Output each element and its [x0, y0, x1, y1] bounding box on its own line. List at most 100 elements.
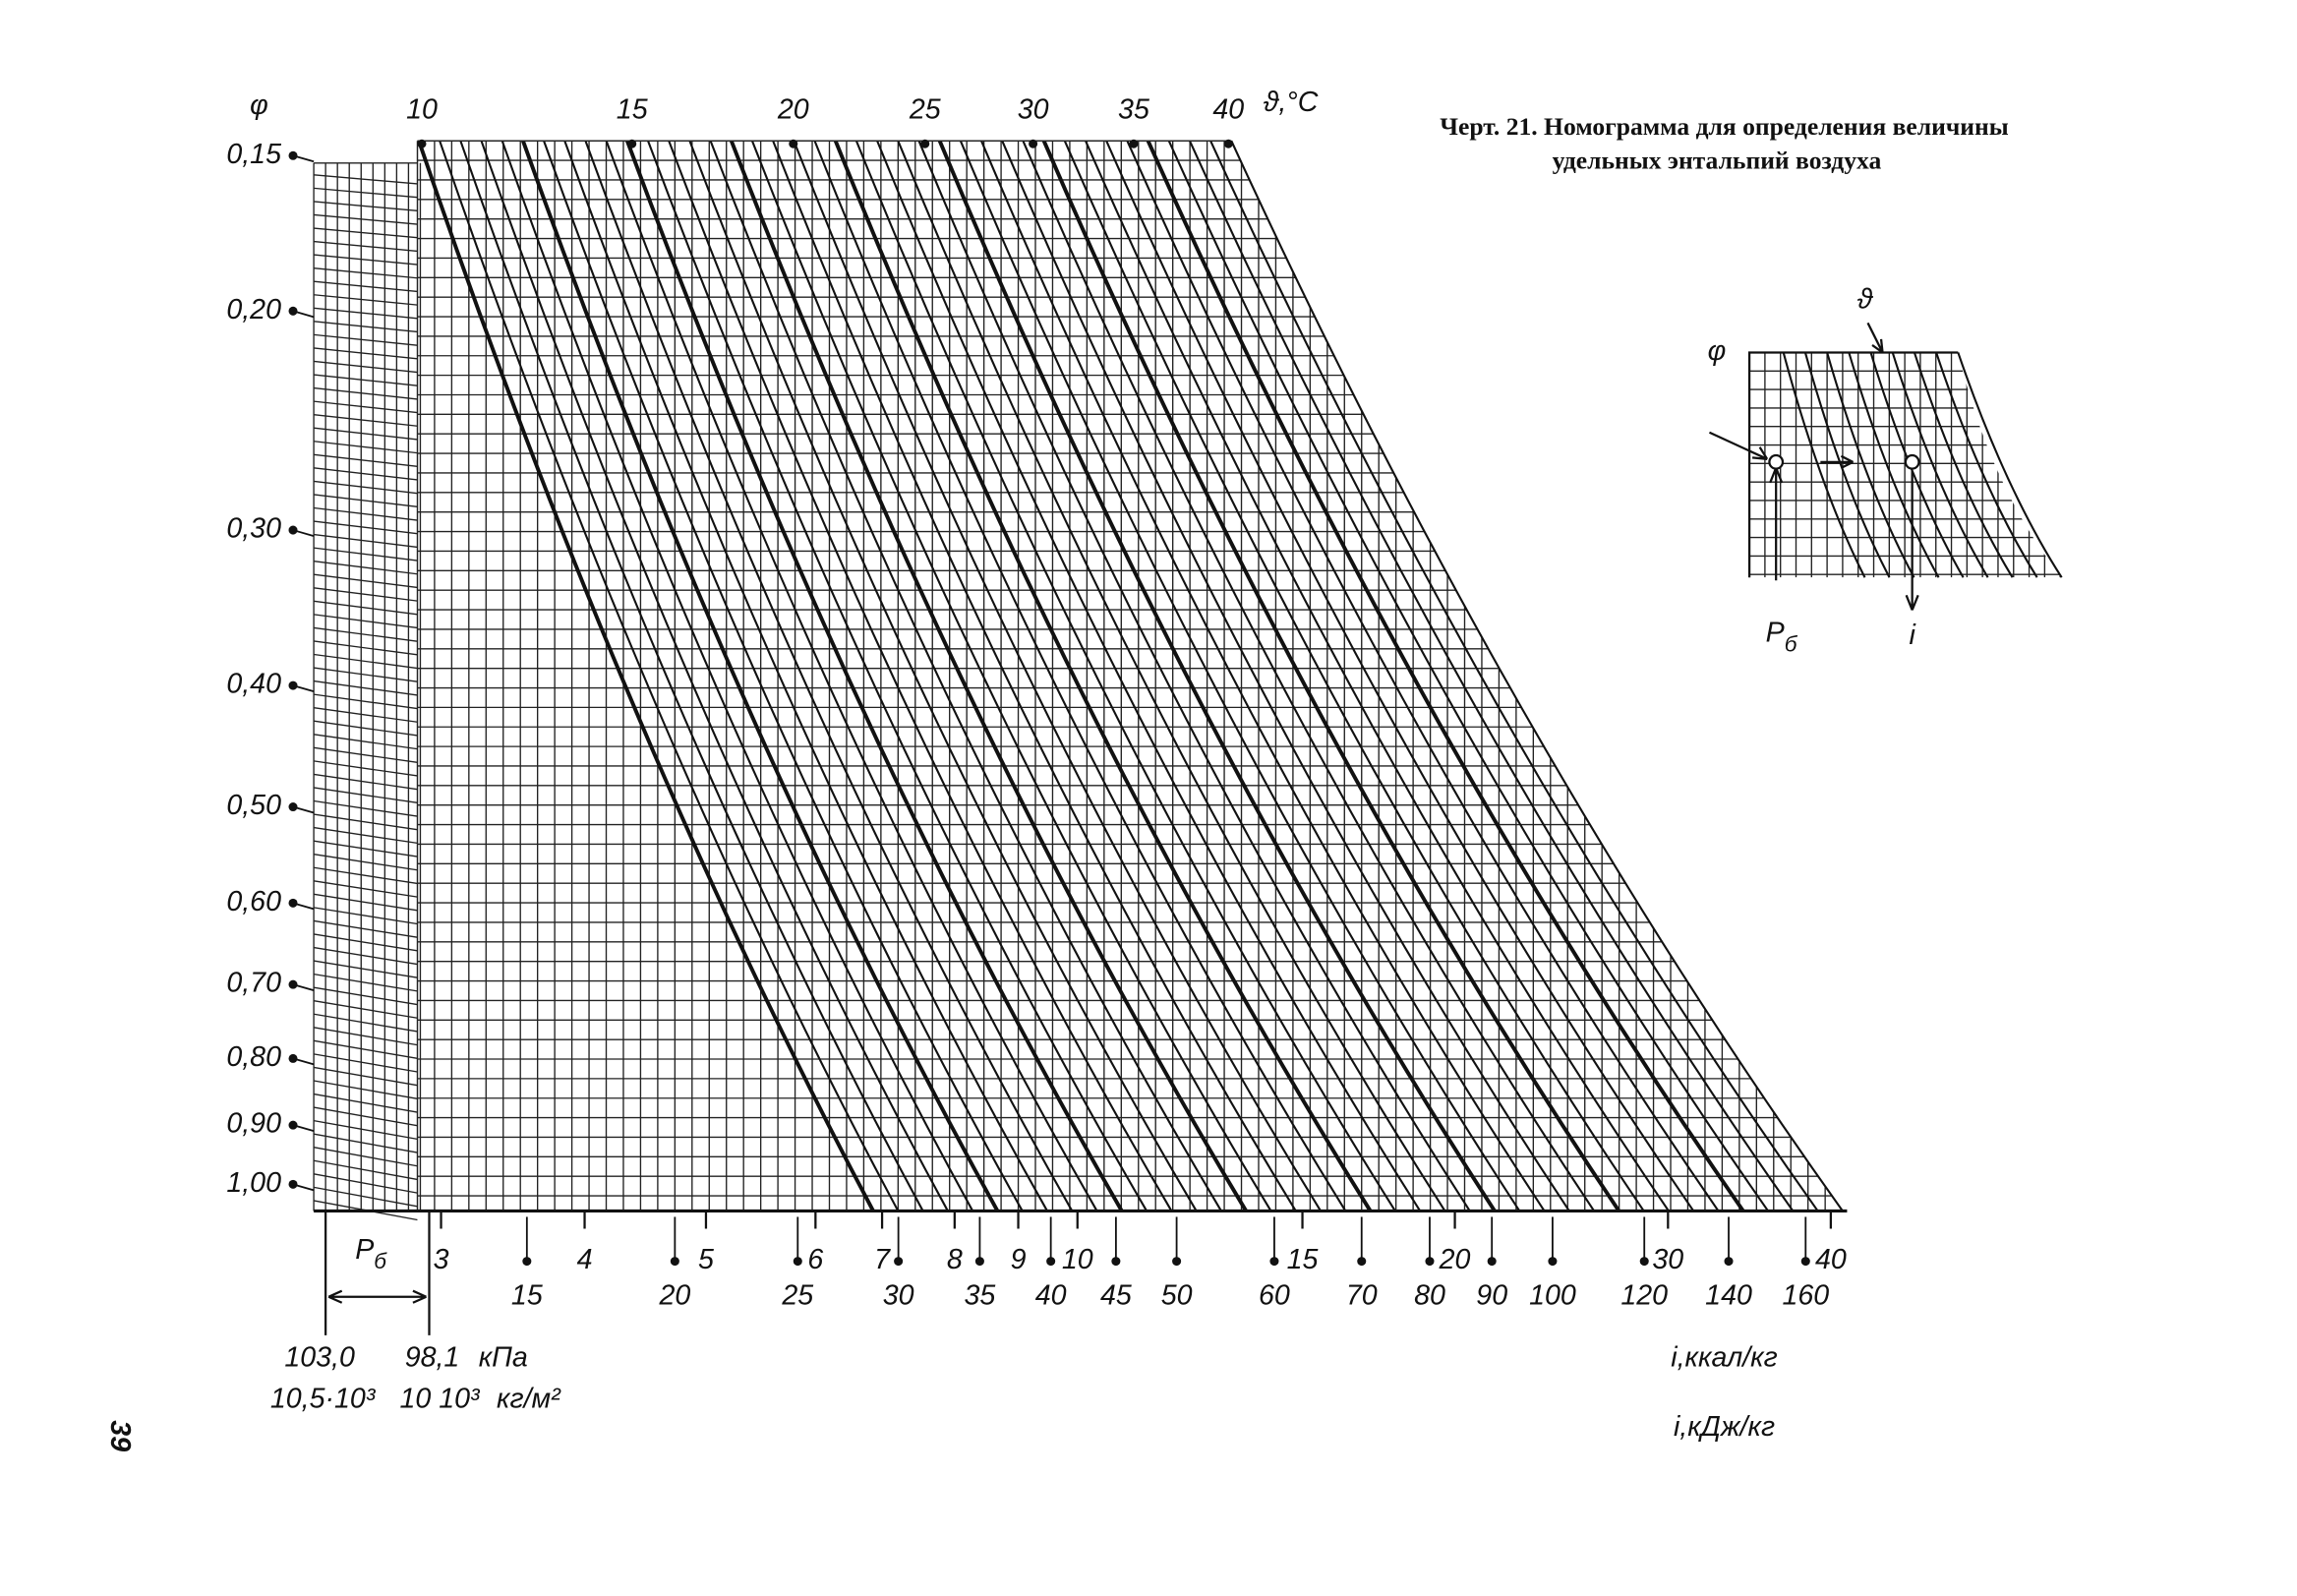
- tick-dot: [522, 1257, 532, 1267]
- kj-label: 20: [658, 1279, 690, 1311]
- phi-label: 0,50: [226, 790, 281, 821]
- tick-dot: [1223, 139, 1233, 148]
- hatch: [314, 707, 418, 723]
- theta-unit: ϑ,°C: [1264, 87, 1319, 118]
- hatch: [314, 413, 418, 427]
- tick-dot: [920, 139, 930, 148]
- theta-curve: [417, 140, 875, 1212]
- theta-label: 25: [909, 94, 941, 126]
- theta-curve: [459, 140, 924, 1212]
- theta-curve: [1782, 352, 1866, 578]
- inset-theta: ϑ: [1857, 283, 1874, 315]
- theta-curve: [1913, 352, 2014, 578]
- theta-curve: [917, 140, 1471, 1212]
- hatch: [313, 973, 418, 992]
- kj-label: 160: [1782, 1279, 1829, 1311]
- theta-curve: [1935, 352, 2038, 578]
- theta-curve: [1085, 140, 1670, 1212]
- theta-curve: [1126, 140, 1720, 1212]
- tick-dot: [1111, 1257, 1121, 1267]
- tick-dot: [1029, 139, 1038, 148]
- hatch: [314, 294, 418, 306]
- tick: [292, 310, 315, 319]
- hatch: [313, 866, 418, 885]
- hatch: [314, 227, 418, 239]
- phi-label: 0,30: [226, 513, 281, 545]
- theta-curve: [1188, 140, 1795, 1212]
- kcal-label: 4: [577, 1244, 593, 1275]
- theta-label: 10: [406, 94, 438, 126]
- inset-pressure: Pб: [1766, 617, 1798, 656]
- hatch: [314, 174, 418, 185]
- hatch: [313, 1039, 418, 1059]
- hatch: [313, 813, 418, 831]
- hatch: [314, 321, 418, 333]
- theta-curve: [647, 140, 1148, 1212]
- hatch: [314, 467, 418, 481]
- hatch: [314, 266, 418, 279]
- theta-curve: [876, 140, 1422, 1212]
- theta-label: 35: [1118, 94, 1149, 126]
- theta-curve: [833, 140, 1373, 1212]
- hatch: [314, 653, 418, 670]
- unit: кг/м²: [497, 1384, 561, 1415]
- hatch: [313, 933, 418, 952]
- hatch: [313, 1173, 418, 1194]
- tick-dot: [1487, 1257, 1497, 1267]
- tick-dot: [789, 139, 798, 148]
- theta-curve: [854, 140, 1396, 1212]
- hatch: [313, 1027, 418, 1046]
- hatch: [314, 494, 418, 508]
- phi-label: 0,40: [226, 669, 281, 700]
- kcal-label: 30: [1652, 1244, 1683, 1275]
- hatch: [313, 760, 418, 777]
- theta-curve: [1869, 352, 1965, 578]
- theta-label: 30: [1018, 94, 1049, 126]
- symbol: P: [1766, 617, 1785, 648]
- hatch: [313, 1066, 418, 1087]
- kj-label: 50: [1161, 1279, 1193, 1311]
- inset-enthalpy: i: [1909, 620, 1915, 651]
- theta-curve: [897, 140, 1446, 1212]
- hatch: [314, 480, 418, 495]
- pressure-kgm2: 10 10³: [400, 1384, 482, 1415]
- hatch: [314, 614, 418, 629]
- kcal-label: 40: [1815, 1244, 1847, 1275]
- kj-label: 120: [1620, 1279, 1668, 1311]
- theta-curve: [501, 140, 974, 1212]
- theta-curve: [772, 140, 1297, 1212]
- pressure-kpa: 103,0: [284, 1342, 355, 1374]
- kj-label: 40: [1035, 1279, 1067, 1311]
- theta-curve: [1167, 140, 1769, 1212]
- hatch: [314, 600, 418, 616]
- hatch: [313, 1186, 418, 1208]
- hatch: [313, 907, 418, 925]
- inset-arrows: [1708, 322, 1920, 611]
- page-number: 39: [104, 1420, 136, 1451]
- theta-curve: [937, 140, 1497, 1212]
- arrow: [1708, 431, 1769, 460]
- hatch: [313, 720, 418, 737]
- hatch: [314, 280, 418, 293]
- hatch: [314, 573, 418, 589]
- theta-curve: [521, 140, 1000, 1212]
- tick: [292, 529, 315, 537]
- hatch: [314, 626, 418, 642]
- tick-dot: [1639, 1257, 1649, 1267]
- arrow: [1905, 470, 1919, 611]
- kcal-label: 6: [807, 1244, 823, 1275]
- theta-curve: [813, 140, 1347, 1212]
- inset-phi: φ: [1708, 335, 1727, 367]
- symbol: P: [355, 1234, 374, 1266]
- hatch: [313, 986, 418, 1006]
- hatch: [313, 1093, 418, 1113]
- hatch: [313, 840, 418, 857]
- left-strip: [313, 162, 422, 1221]
- arrow: [1866, 322, 1884, 354]
- theta-label: 20: [777, 94, 809, 126]
- tick-dot: [793, 1257, 802, 1267]
- theta-curve: [1105, 140, 1695, 1212]
- kcal-label: 5: [698, 1244, 714, 1275]
- title-line: Черт. 21. Номограмма для определения вел…: [1440, 112, 2009, 141]
